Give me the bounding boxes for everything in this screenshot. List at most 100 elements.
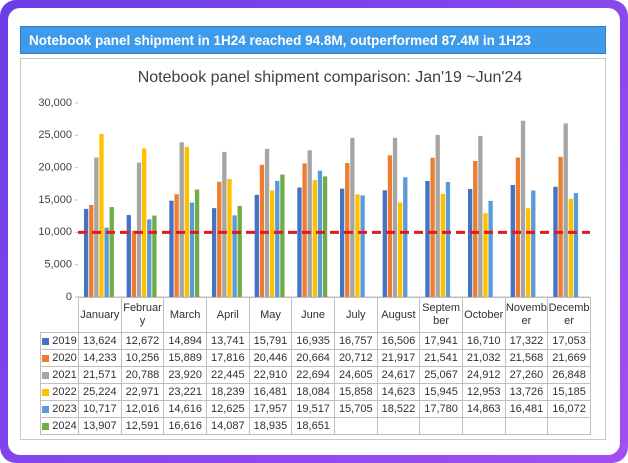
value-cell: 18,651 [291, 417, 335, 435]
value-cell: 24,617 [376, 366, 421, 384]
bar [510, 184, 515, 297]
bar [89, 204, 94, 297]
bar [99, 133, 104, 297]
bar [467, 188, 473, 297]
value-cell: 16,757 [333, 332, 378, 350]
value-cell: 16,481 [248, 383, 293, 401]
legend-label: 2023 [52, 403, 77, 415]
value-cell: 14,233 [78, 349, 122, 367]
bar [345, 163, 350, 297]
value-cell: 22,910 [248, 366, 293, 384]
value-cell: 14,087 [205, 417, 250, 435]
value-cell: 13,726 [504, 383, 549, 401]
y-tick-label: 20,000 [38, 162, 72, 174]
value-cell: 22,971 [120, 383, 165, 401]
bar [264, 148, 270, 297]
value-cell: 17,957 [248, 400, 293, 418]
legend-cell: 2024 [40, 417, 79, 435]
value-cell: 25,224 [78, 383, 122, 401]
bar [83, 208, 89, 297]
bar [531, 190, 536, 297]
bar [382, 190, 387, 297]
value-cell: 13,907 [78, 417, 122, 435]
bar [227, 179, 232, 297]
legend-swatch [42, 422, 50, 430]
empty-cell [504, 417, 549, 435]
table-row: 2021 21,571 20,788 23,920 22,445 22,910 22,694… [40, 366, 591, 384]
value-cell: 21,032 [461, 349, 506, 367]
x-tick-label: August [376, 297, 421, 333]
x-tick-label: June [291, 297, 335, 333]
bar [339, 188, 345, 297]
bar [194, 189, 200, 297]
bar [189, 202, 195, 297]
value-cell: 21,541 [419, 349, 463, 367]
bar [488, 200, 493, 297]
x-tick-label: January [78, 297, 122, 333]
bar [280, 174, 285, 297]
value-cell: 15,858 [333, 383, 378, 401]
value-cell: 15,705 [333, 400, 378, 418]
data-table: January February March April May June July Augu… [40, 297, 591, 435]
value-cell: 16,710 [461, 332, 506, 350]
bar [211, 208, 217, 297]
bar [109, 207, 114, 297]
bar [558, 156, 563, 297]
legend-cell: 2019 [40, 332, 79, 350]
empty-cell [461, 417, 506, 435]
value-cell: 12,625 [205, 400, 250, 418]
table-row: 2022 25,224 22,971 23,221 18,239 16,481 18,084… [40, 383, 591, 401]
value-cell: 20,446 [248, 349, 293, 367]
chart-title: Notebook panel shipment comparison: Jan'… [138, 69, 523, 86]
y-tick-label: 0 [66, 291, 72, 303]
value-cell: 17,322 [504, 332, 549, 350]
corner-cell [40, 297, 79, 333]
bar [179, 142, 184, 297]
value-cell: 20,712 [333, 349, 378, 367]
table-row: 2019 13,624 12,672 14,894 13,741 15,791 16,935… [40, 332, 591, 350]
y-tick-label: 10,000 [38, 226, 72, 238]
legend-label: 2019 [52, 335, 77, 347]
bar [568, 198, 573, 297]
empty-cell [376, 417, 421, 435]
bar [526, 208, 531, 297]
value-cell: 22,445 [205, 366, 250, 384]
bar [142, 148, 147, 297]
value-cell: 18,935 [248, 417, 293, 435]
y-tick-label: 15,000 [38, 194, 72, 206]
bar [104, 227, 109, 297]
empty-cell [333, 417, 378, 435]
value-cell: 12,016 [120, 400, 165, 418]
empty-cell [419, 417, 463, 435]
legend-label: 2021 [52, 369, 77, 381]
bar [350, 137, 355, 297]
bar [322, 176, 328, 297]
bar [440, 193, 445, 297]
value-cell: 21,669 [547, 349, 591, 367]
bar [553, 186, 558, 297]
value-cell: 20,788 [120, 366, 165, 384]
bar [184, 146, 189, 297]
value-cell: 21,917 [376, 349, 421, 367]
value-cell: 12,591 [120, 417, 165, 435]
bar [232, 215, 237, 297]
bar [147, 219, 152, 297]
chart-box [20, 58, 606, 440]
x-tick-label: July [333, 297, 378, 333]
value-cell: 17,780 [419, 400, 463, 418]
bar [430, 157, 435, 297]
value-cell: 23,221 [163, 383, 207, 401]
legend-swatch [42, 388, 50, 396]
value-cell: 10,717 [78, 400, 122, 418]
value-cell: 18,239 [205, 383, 250, 401]
table-header: January February March April May June July Augu… [40, 297, 591, 333]
value-cell: 12,953 [461, 383, 506, 401]
bar [169, 200, 174, 297]
value-cell: 14,863 [461, 400, 506, 418]
bar [312, 180, 317, 297]
x-tick-label: May [248, 297, 293, 333]
x-tick-label: September [419, 297, 463, 333]
value-cell: 12,672 [120, 332, 165, 350]
y-tick-label: 25,000 [38, 129, 72, 141]
bar [222, 151, 227, 297]
